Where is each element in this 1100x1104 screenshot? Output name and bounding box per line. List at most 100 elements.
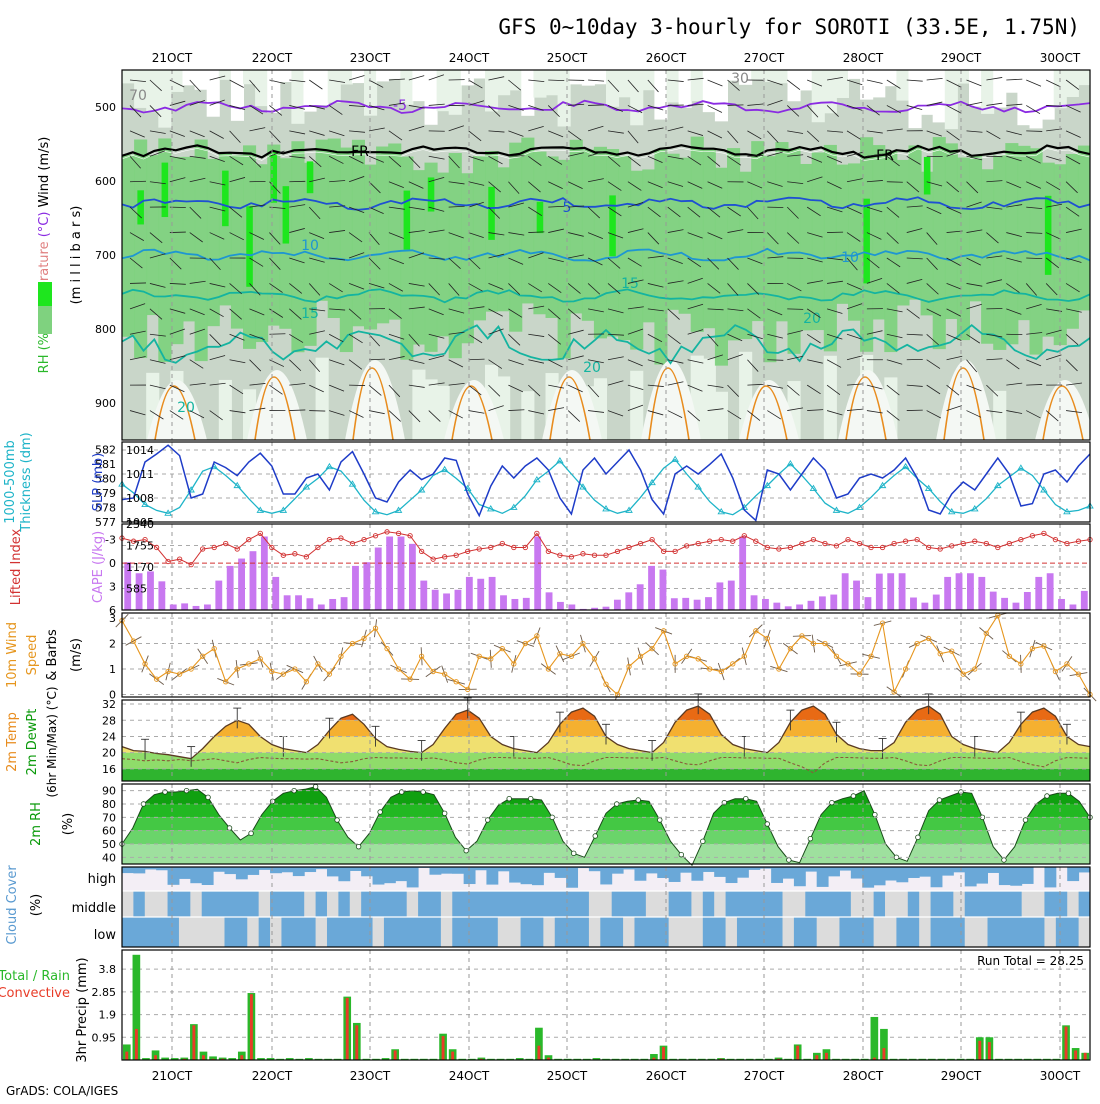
run-total-label: Run Total = 28.25: [977, 954, 1084, 968]
rh-dry-top-cell: [872, 70, 885, 97]
cloud-high-cell: [247, 867, 259, 875]
rh-dry-top-cell: [896, 70, 909, 101]
rh-dry-top-cell: [800, 70, 813, 90]
cloud-high-cell: [703, 867, 715, 872]
cape-ylabel: CAPE (J/kg): [91, 531, 106, 603]
x-tick-top-25OCT: 25OCT: [547, 51, 588, 65]
cloud-middle-cell: [509, 891, 521, 917]
cloud-high-cell: [885, 867, 897, 881]
cape-bar: [511, 599, 518, 610]
cloud-low-cell: [350, 917, 362, 947]
rh-bright-plume: [222, 171, 229, 227]
cloud-middle-cell: [771, 891, 783, 917]
cloud-low-cell: [748, 917, 760, 947]
rh-green-cell: [679, 158, 692, 314]
cape-bar: [1058, 599, 1065, 610]
rh-dry-top-cell: [630, 70, 643, 125]
cloud-ylabel-a: Cloud Cover: [5, 865, 20, 945]
cloud-high-cell: [509, 867, 521, 883]
precip-conv-bar: [442, 1036, 445, 1060]
rh-green-cell: [473, 156, 486, 320]
cloud-middle-cell: [407, 891, 419, 917]
pressure-tick-700: 700: [95, 249, 116, 262]
precip-conv-bar: [240, 1055, 243, 1060]
cloud-high-cell: [999, 867, 1011, 885]
cloud-low-cell: [726, 917, 738, 947]
cloud-high-cell: [429, 867, 441, 875]
cloud-low-cell: [543, 917, 555, 947]
rh2m-point: [485, 818, 490, 823]
rh-dry-top-cell: [679, 70, 692, 108]
cape-bar: [865, 597, 872, 610]
cape-bar: [956, 573, 963, 610]
cloud-middle-cell: [202, 891, 214, 917]
cloud-high-cell: [919, 867, 931, 877]
rh-dry-top-cell: [388, 70, 401, 79]
rh-green-cell: [195, 140, 208, 362]
rh2m-point: [206, 795, 211, 800]
cloud-middle-cell: [726, 891, 738, 917]
rh2m-point: [442, 811, 447, 816]
rh2m-point: [830, 800, 835, 805]
cloud-low-cell: [327, 917, 339, 947]
precip-total-bar: [871, 1017, 879, 1060]
cloud-middle-cell: [384, 891, 396, 917]
precip-conv-bar: [154, 1055, 157, 1060]
rh-bright-plume: [924, 157, 931, 195]
cape-bar: [420, 581, 427, 610]
temp-ylabel-c: (6hr Min/Max) (°C): [45, 686, 59, 797]
cape-bar: [887, 573, 894, 610]
cloud-high-cell: [965, 867, 977, 886]
cape-bar: [842, 573, 849, 610]
li-tick-3: 3: [109, 581, 116, 594]
rh-dry-top-cell: [618, 70, 631, 97]
rh-dry-top-cell: [352, 70, 365, 83]
cape-bar: [500, 595, 507, 610]
cloud-middle-cell: [578, 891, 590, 917]
rh2m-point: [657, 818, 662, 823]
cape-bar: [204, 604, 211, 610]
cloud-high-cell: [726, 867, 738, 883]
upper-ylabel: RH (%) Temperature (°C) Wind (m/s): [37, 137, 52, 374]
rh-dry-top-cell: [497, 70, 510, 95]
rh-dry-top-cell: [146, 70, 159, 112]
cape-bar: [682, 598, 689, 610]
precip-conv-bar: [125, 1052, 128, 1060]
cloud-low-cell: [509, 917, 521, 947]
rh-bright-plume: [863, 199, 870, 284]
rh-dry-top-cell: [364, 70, 377, 116]
cloud-middle-cell: [714, 891, 726, 917]
cloud-low-cell: [224, 917, 236, 947]
precip-conv-bar: [883, 1048, 886, 1060]
cape-bar: [978, 577, 985, 610]
rh-dry-top-cell: [945, 70, 958, 129]
rh2m-point: [571, 851, 576, 856]
cloud-low-cell: [281, 917, 293, 947]
cloud-middle-cell: [748, 891, 760, 917]
rh-dry-top-cell: [763, 70, 776, 82]
x-tick-bottom-26OCT: 26OCT: [646, 1069, 687, 1083]
cloud-low-cell: [988, 917, 1000, 947]
rh2m-point: [873, 812, 878, 817]
temp-tick-20: 20: [102, 747, 116, 760]
cloud-low-cell: [885, 917, 897, 947]
rh2m-point: [937, 798, 942, 803]
cloud-middle-cell: [373, 891, 385, 917]
cloud-low-cell: [384, 917, 396, 947]
temp-tick-32: 32: [102, 698, 116, 711]
rh-green-cell: [521, 138, 534, 304]
cape-bar: [728, 581, 735, 610]
cloud-high-cell: [896, 867, 908, 882]
rh-dry-top-cell: [691, 70, 704, 101]
contour-label-20: 20: [803, 311, 821, 327]
rh-bright-plume: [537, 202, 544, 233]
cape-bar: [489, 577, 496, 610]
rh-green-cell: [727, 148, 740, 340]
precip-conv-bar: [1065, 1027, 1068, 1060]
cape-bar: [808, 601, 815, 610]
cloud-high-cell: [851, 867, 863, 879]
cloud-middle-cell: [532, 891, 544, 917]
x-tick-top-24OCT: 24OCT: [449, 51, 490, 65]
cloud-middle-cell: [224, 891, 236, 917]
